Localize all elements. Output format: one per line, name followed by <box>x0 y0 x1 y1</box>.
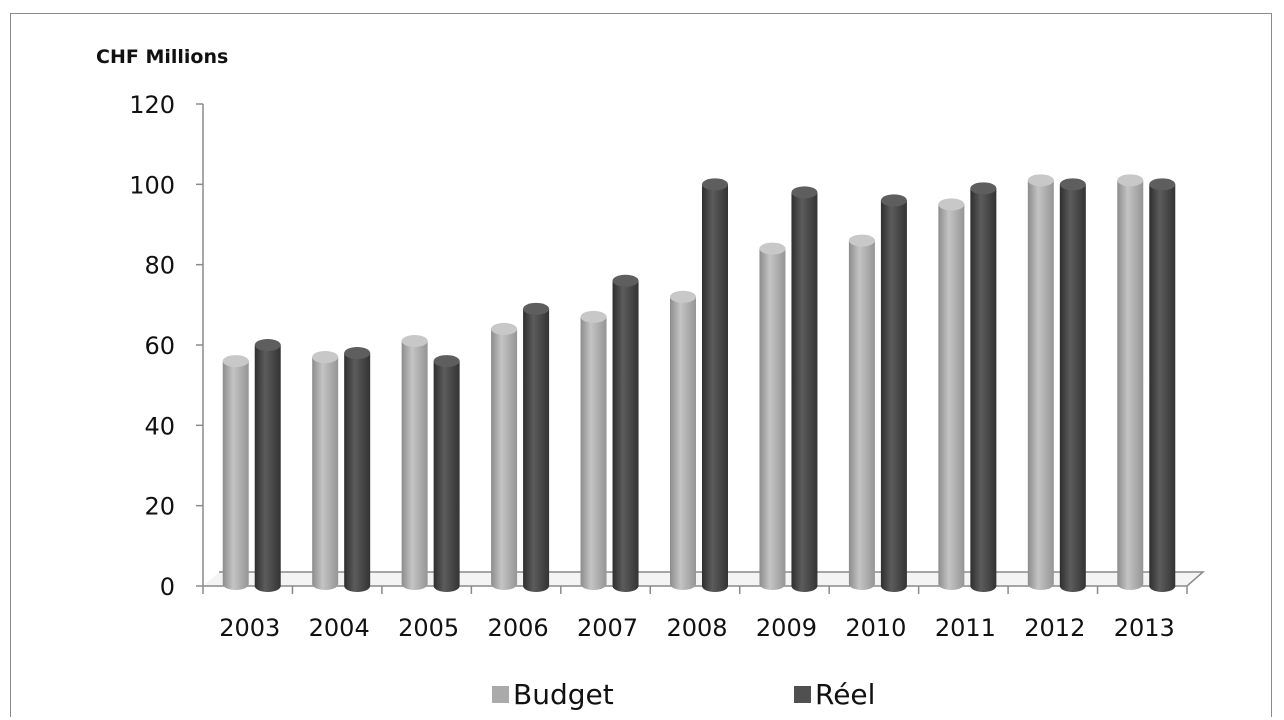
legend: Budget Réel <box>492 678 875 711</box>
x-tick-label: 2012 <box>1024 614 1085 642</box>
y-tick-label: 60 <box>144 332 175 360</box>
bar-top <box>491 322 518 335</box>
bar-top <box>670 290 696 303</box>
bar-r-el-2009 <box>791 186 818 592</box>
bar-top <box>254 339 281 351</box>
bar-top <box>612 274 639 287</box>
bar-top <box>433 355 460 368</box>
bar-budget-2005 <box>401 334 428 590</box>
x-tick-labels: 2003 2004 2005 2006 2007 2008 2009 2010 2011 2012… <box>219 614 1175 642</box>
bar-body <box>791 192 818 592</box>
bar-top <box>759 242 786 255</box>
x-tick-label: 2011 <box>935 614 996 642</box>
legend-item-budget: Budget <box>492 678 614 711</box>
bar-top <box>880 194 907 207</box>
bar-body <box>491 328 518 590</box>
bar-budget-2011 <box>938 198 965 590</box>
bar-top <box>1027 174 1054 187</box>
bar-budget-2013 <box>1117 174 1144 591</box>
x-tick-label: 2009 <box>756 614 817 642</box>
bar-top <box>580 310 607 323</box>
x-tick-label: 2003 <box>219 614 280 642</box>
bar-top <box>312 351 339 364</box>
bar-top <box>523 302 550 315</box>
bar-body <box>1059 184 1086 593</box>
bar-budget-2006 <box>491 322 518 590</box>
bar-body <box>1117 180 1144 591</box>
x-tick-label: 2010 <box>845 614 906 642</box>
bar-r-el-2003 <box>254 339 281 592</box>
bar-body <box>759 248 786 590</box>
bar-top <box>970 182 997 195</box>
legend-label-reel: Réel <box>815 678 875 711</box>
y-tick-label: 40 <box>144 412 175 440</box>
y-unit-label: CHF Millions <box>96 46 228 68</box>
bar-top <box>344 347 371 360</box>
bar-top <box>1149 178 1176 191</box>
bar-body <box>880 200 907 592</box>
x-tick-label: 2013 <box>1114 614 1175 642</box>
bar-body <box>612 280 639 592</box>
bar-body <box>938 204 965 590</box>
bar-top <box>1059 178 1086 191</box>
bar-r-el-2005 <box>433 355 460 592</box>
bar-body <box>523 308 550 592</box>
bar-budget-2007 <box>580 310 607 590</box>
bar-budget-2009 <box>759 242 786 590</box>
bar-r-el-2006 <box>523 302 550 592</box>
bar-body <box>222 361 249 590</box>
bar-budget-2012 <box>1027 174 1054 591</box>
bar-r-el-2008 <box>702 178 728 593</box>
bar-body <box>401 340 428 590</box>
x-tick-label: 2006 <box>488 614 549 642</box>
y-tick-labels: 0 20 40 60 80 100 120 <box>129 91 175 601</box>
bar-r-el-2004 <box>344 347 371 592</box>
x-tick-label: 2007 <box>577 614 638 642</box>
bar-body <box>848 240 875 591</box>
legend-label-budget: Budget <box>513 678 614 711</box>
bar-top <box>401 334 428 347</box>
y-tick-label: 0 <box>160 573 175 601</box>
bars <box>222 174 1176 593</box>
bar-budget-2008 <box>670 290 696 590</box>
bar-body <box>970 188 997 592</box>
bar-r-el-2007 <box>612 274 639 592</box>
bar-top <box>222 355 249 368</box>
bar-body <box>580 316 607 590</box>
bar-body <box>433 361 460 592</box>
bar-body <box>1027 180 1054 591</box>
bar-r-el-2011 <box>970 182 997 592</box>
bar-top <box>848 234 875 247</box>
x-tick-label: 2005 <box>398 614 459 642</box>
bar-top <box>938 198 965 211</box>
bar-r-el-2013 <box>1149 178 1176 593</box>
y-tick-label: 120 <box>129 91 175 119</box>
bar-body <box>254 345 281 592</box>
bar-body <box>312 357 339 590</box>
y-tick-label: 100 <box>129 171 175 199</box>
bar-top <box>702 178 728 191</box>
bar-body <box>670 296 696 590</box>
bar-budget-2004 <box>312 351 339 590</box>
legend-item-reel: Réel <box>794 678 875 711</box>
bar-r-el-2012 <box>1059 178 1086 593</box>
bar-top <box>1117 174 1144 187</box>
bar-body <box>344 353 371 592</box>
bar-budget-2010 <box>848 234 875 591</box>
legend-swatch-budget <box>492 686 509 703</box>
legend-swatch-reel <box>794 686 811 703</box>
bar-body <box>702 184 728 593</box>
y-tick-label: 20 <box>144 493 175 521</box>
bar-top <box>791 186 818 199</box>
y-tick-label: 80 <box>144 252 175 280</box>
bar-budget-2003 <box>222 355 249 590</box>
x-tick-label: 2004 <box>309 614 370 642</box>
bar-body <box>1149 184 1176 593</box>
bar-r-el-2010 <box>880 194 907 592</box>
x-tick-label: 2008 <box>666 614 727 642</box>
